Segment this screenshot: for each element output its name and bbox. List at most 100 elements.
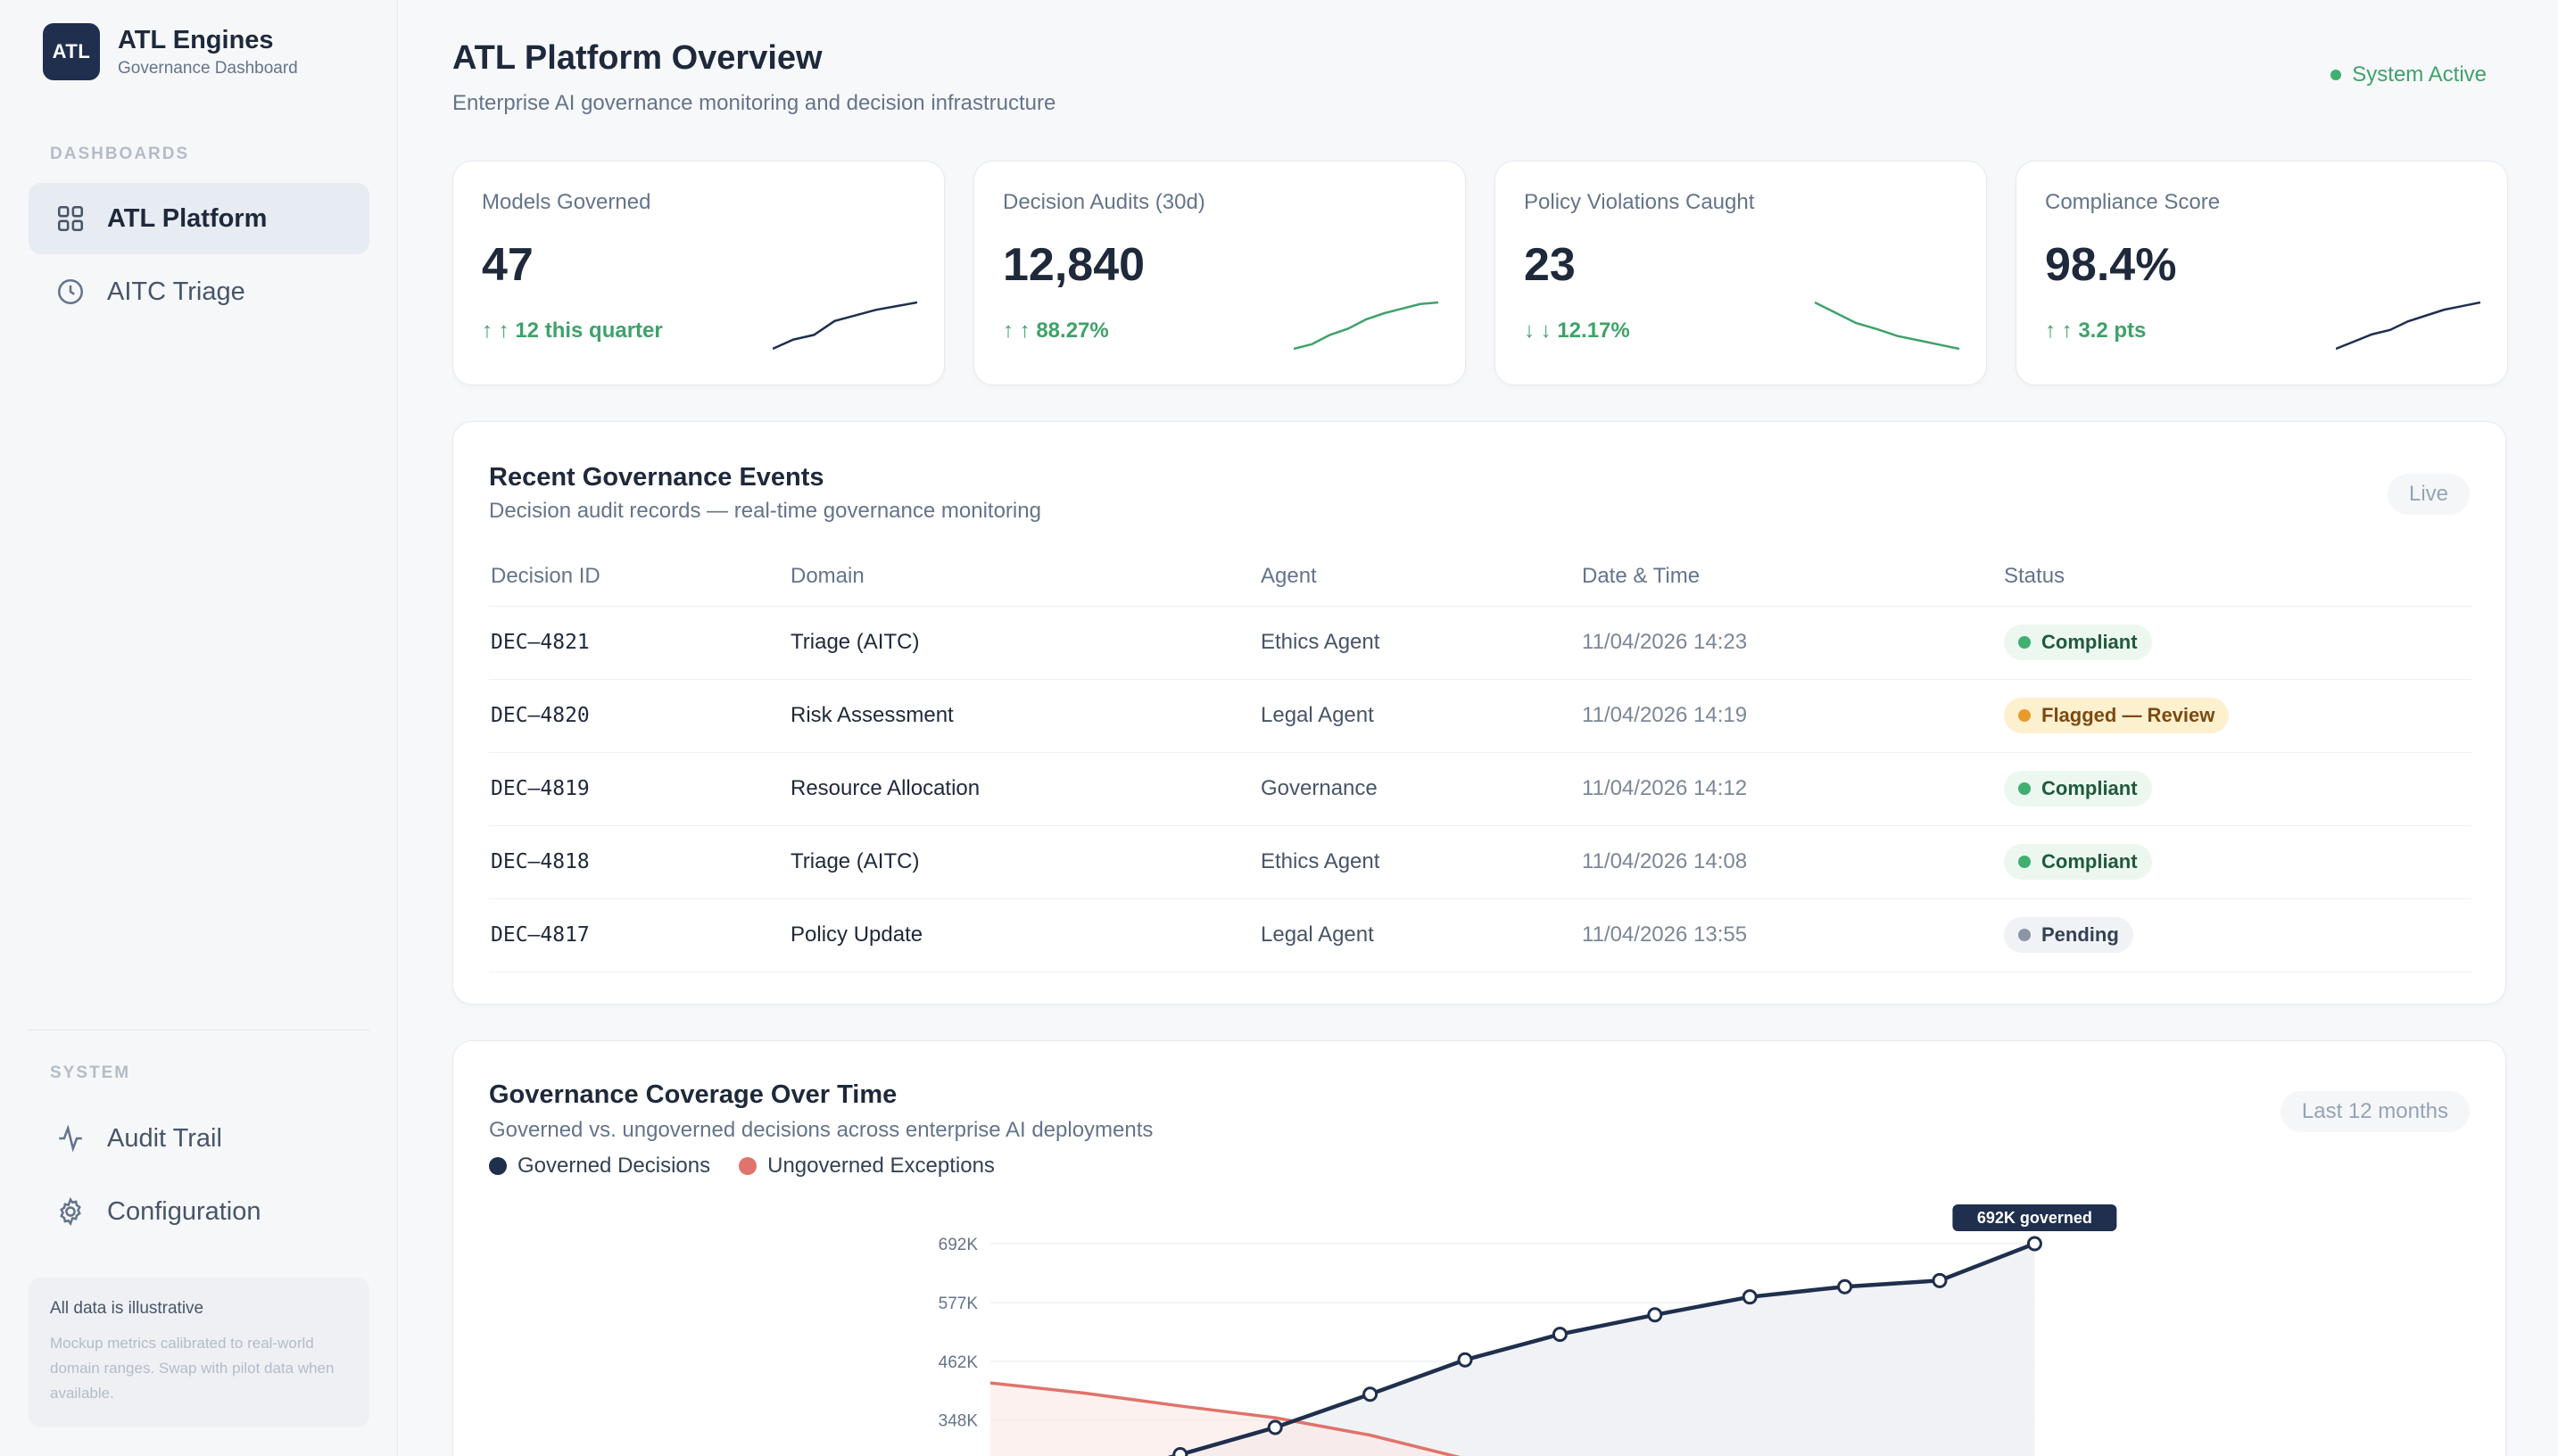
y-tick-label: 462K [939, 1353, 979, 1372]
governance-events-panel: Recent Governance Events Decision audit … [452, 421, 2506, 1005]
kpi-sparkline [1815, 301, 1959, 351]
column-header-date-time[interactable]: Date & Time [1580, 547, 2002, 607]
status-cell: Compliant [2002, 752, 2471, 826]
decision-id: DEC–4819 [489, 752, 789, 826]
legend-swatch [489, 1157, 507, 1175]
domain: Triage (AITC) [789, 606, 1259, 680]
kpi-delta: ↑ ↑ 12 this quarter [482, 318, 663, 343]
y-tick-label: 577K [939, 1295, 979, 1313]
column-header-domain[interactable]: Domain [789, 547, 1259, 607]
kpi-label: Policy Violations Caught [1524, 190, 1755, 214]
sparkline-path [1294, 301, 1438, 351]
table-row[interactable]: DEC–4817 Policy Update Legal Agent 11/04… [489, 898, 2471, 972]
date-time: 11/04/2026 14:23 [1580, 606, 2002, 680]
governed-point [1742, 1289, 1758, 1305]
kpi-delta: ↑ ↑ 3.2 pts [2045, 318, 2147, 343]
status-label: Pending [2041, 923, 2119, 946]
sidebar-item-label: ATL Platform [107, 203, 268, 233]
kpi-value: 98.4% [2045, 239, 2177, 291]
legend-item-ungoverned[interactable]: Ungoverned Exceptions [739, 1154, 995, 1179]
table-row[interactable]: DEC–4819 Resource Allocation Governance … [489, 752, 2471, 826]
ungoverned-line [989, 1381, 1461, 1456]
sidebar-item-audit-trail[interactable]: Audit Trail [29, 1103, 369, 1174]
legend-label: Governed Decisions [517, 1154, 711, 1178]
chart-legend: Governed Decisions Ungoverned Exceptions [489, 1154, 1023, 1179]
kpi-label: Decision Audits (30d) [1003, 190, 1205, 214]
status-dot-icon [2018, 782, 2031, 795]
y-tick-label: 348K [939, 1411, 979, 1430]
status-dot-icon [2018, 929, 2031, 941]
agent: Governance [1259, 752, 1580, 826]
governed-point [1932, 1272, 1948, 1288]
page-subtitle: Enterprise AI governance monitoring and … [452, 91, 1056, 115]
panel-title: Governance Coverage Over Time [489, 1080, 898, 1109]
note-title: All data is illustrative [50, 1299, 204, 1318]
section-label-dashboards: DASHBOARDS [50, 145, 190, 163]
time-range-selector[interactable]: Last 12 months [2280, 1091, 2470, 1132]
status-dot-icon [2330, 70, 2342, 80]
domain: Triage (AITC) [789, 825, 1259, 899]
status-badge: Flagged — Review [2004, 698, 2230, 733]
decision-id: DEC–4821 [489, 606, 789, 680]
panel-title: Recent Governance Events [489, 463, 824, 492]
table-row[interactable]: DEC–4818 Triage (AITC) Ethics Agent 11/0… [489, 825, 2471, 899]
governed-point [1552, 1327, 1568, 1343]
clock-icon [57, 278, 84, 305]
kpi-card-models-governed[interactable]: Models Governed 47 ↑ ↑ 12 this quarter [452, 161, 945, 385]
sidebar-item-aitc-triage[interactable]: AITC Triage [29, 256, 369, 327]
brand-logo: ATL [43, 23, 100, 80]
date-time: 11/04/2026 14:08 [1580, 825, 2002, 899]
kpi-delta: ↓ ↓ 12.17% [1524, 318, 1630, 343]
tooltip-box [1952, 1204, 2117, 1231]
column-header-decision-id[interactable]: Decision ID [489, 547, 789, 607]
sparkline-path [2336, 301, 2480, 351]
legend-swatch [739, 1157, 757, 1175]
status-label: Flagged — Review [2041, 704, 2215, 726]
status-dot-icon [2018, 856, 2031, 868]
status-cell: Compliant [2002, 606, 2471, 680]
table-row[interactable]: DEC–4820 Risk Assessment Legal Agent 11/… [489, 679, 2471, 753]
kpi-label: Models Governed [482, 190, 651, 214]
note-body: Mockup metrics calibrated to real-world … [50, 1335, 335, 1402]
table-header-row: Decision ID Domain Agent Date & Time Sta… [489, 547, 2471, 607]
agent: Ethics Agent [1259, 825, 1580, 899]
domain: Policy Update [789, 898, 1259, 972]
kpi-card-decision-audits[interactable]: Decision Audits (30d) 12,840 ↑ ↑ 88.27% [973, 161, 1466, 385]
ungoverned-area [990, 1383, 1454, 1456]
grid-icon [57, 205, 84, 232]
date-time: 11/04/2026 14:19 [1580, 679, 2002, 753]
status-label: Compliant [2041, 777, 2138, 799]
column-header-status[interactable]: Status [2002, 547, 2471, 607]
coverage-chart: 692K 577K 462K 348K 692K governed [939, 1204, 2117, 1456]
legend-label: Ungoverned Exceptions [767, 1154, 995, 1178]
activity-icon [59, 1124, 82, 1153]
status-dot-icon [2018, 636, 2031, 649]
domain: Resource Allocation [789, 752, 1259, 826]
system-status-label: System Active [2352, 62, 2487, 87]
sidebar: ATL ATL Engines Governance Dashboard DAS… [0, 0, 398, 1456]
table-row[interactable]: DEC–4821 Triage (AITC) Ethics Agent 11/0… [489, 606, 2471, 680]
column-header-agent[interactable]: Agent [1259, 547, 1580, 607]
system-status: System Active [2330, 62, 2487, 87]
domain: Risk Assessment [789, 679, 1259, 753]
sidebar-item-configuration[interactable]: Configuration [29, 1176, 369, 1247]
brand[interactable]: ATL ATL Engines Governance Dashboard [43, 23, 298, 80]
kpi-sparkline [2336, 301, 2480, 351]
kpi-card-policy-violations[interactable]: Policy Violations Caught 23 ↓ ↓ 12.17% [1494, 161, 1987, 385]
status-label: Compliant [2041, 850, 2138, 873]
sidebar-item-atl-platform[interactable]: ATL Platform [29, 183, 369, 254]
kpi-sparkline [1294, 301, 1438, 351]
status-badge: Compliant [2004, 844, 2152, 880]
governed-point [2026, 1236, 2042, 1252]
kpi-value: 12,840 [1003, 239, 1146, 291]
live-badge: Live [2387, 474, 2470, 515]
events-table: Decision ID Domain Agent Date & Time Sta… [489, 547, 2471, 972]
y-tick-label: 692K [939, 1236, 979, 1254]
kpi-card-compliance-score[interactable]: Compliance Score 98.4% ↑ ↑ 3.2 pts [2016, 161, 2508, 385]
legend-item-governed[interactable]: Governed Decisions [489, 1154, 710, 1179]
governed-point [1267, 1419, 1283, 1435]
sparkline-path [1815, 301, 1959, 351]
page-title: ATL Platform Overview [452, 39, 823, 77]
status-cell: Pending [2002, 898, 2471, 972]
kpi-label: Compliance Score [2045, 190, 2221, 214]
